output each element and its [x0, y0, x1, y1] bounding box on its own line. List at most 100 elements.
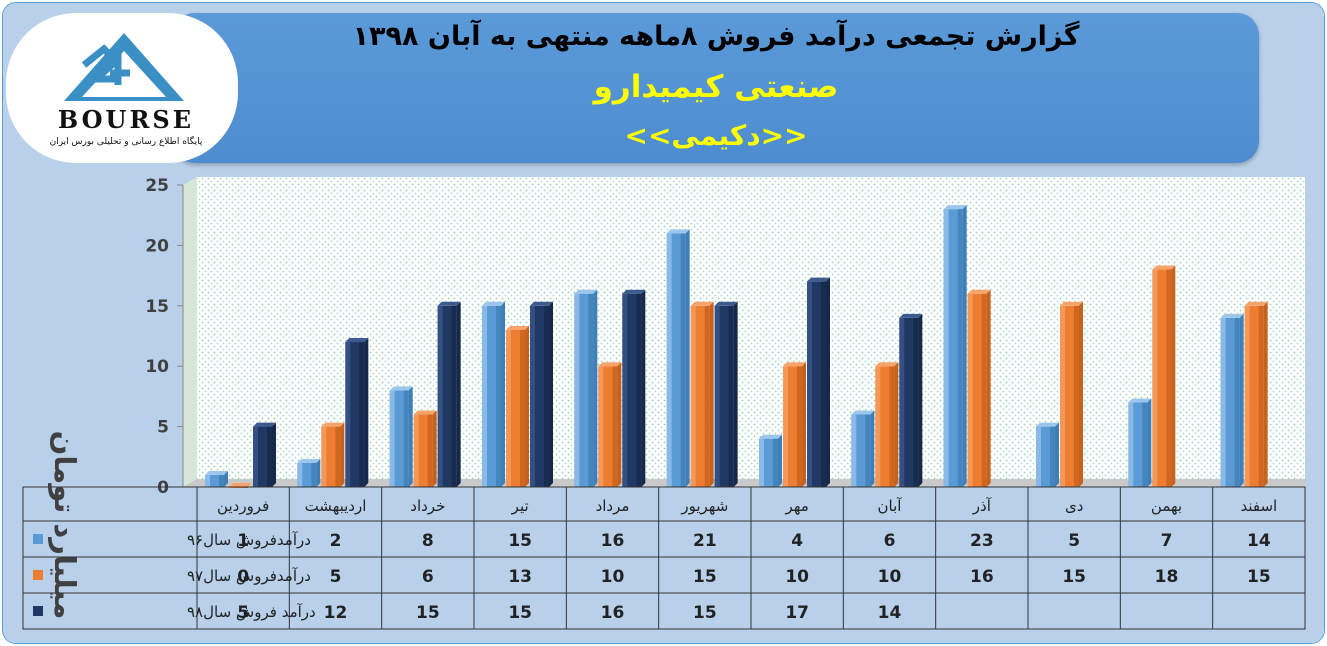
- bar-shade: [728, 305, 734, 487]
- bar-highlight: [690, 305, 696, 487]
- x-tick-label: فروردین: [217, 497, 269, 515]
- bar-highlight: [759, 438, 764, 487]
- bar-highlight: [297, 462, 303, 487]
- y-axis: 0 5 10 15 20 25: [145, 176, 1305, 498]
- data-label: 10: [785, 567, 809, 587]
- legend-swatch: [33, 570, 43, 580]
- data-label: 4: [791, 531, 803, 551]
- data-label: 23: [970, 531, 994, 551]
- bar-1-9: [943, 205, 967, 487]
- x-tick-label: مرداد: [596, 497, 630, 515]
- data-label: 17: [785, 603, 809, 623]
- data-label: 8: [422, 531, 434, 551]
- bar-side: [986, 289, 991, 487]
- bar-shade: [1258, 305, 1264, 487]
- bar-1-11: [1128, 398, 1152, 487]
- bar-side: [408, 386, 413, 487]
- bar-highlight: [851, 414, 857, 487]
- data-label: 0: [237, 567, 249, 587]
- bar-shade: [311, 462, 317, 487]
- bar-side: [962, 205, 967, 487]
- bar-shade: [865, 414, 871, 487]
- ticker-symbol: <<دکیمی>>: [624, 119, 808, 152]
- bars: [205, 205, 1268, 488]
- bar-2-6: [690, 301, 714, 487]
- bar-side: [778, 434, 782, 487]
- bar-highlight: [666, 233, 672, 487]
- bar-1-3: [389, 386, 413, 487]
- bar-side: [617, 362, 622, 487]
- bar-1-5: [574, 289, 598, 487]
- bar-shade: [359, 342, 365, 487]
- bar-shade: [612, 366, 618, 487]
- data-label: 6: [884, 531, 896, 551]
- data-label: 16: [601, 531, 625, 551]
- bar-top: [598, 362, 622, 367]
- bar-side: [432, 410, 437, 487]
- bar-side: [549, 301, 553, 487]
- bar-3-6: [714, 301, 738, 487]
- x-tick-label: شهریور: [680, 497, 728, 515]
- bar-side: [733, 301, 738, 487]
- data-label: 6: [422, 567, 434, 587]
- bar-highlight: [530, 305, 535, 487]
- bar-highlight: [1220, 317, 1226, 487]
- bar-side: [894, 362, 899, 487]
- plot-area: [197, 177, 1305, 479]
- bar-highlight: [205, 474, 210, 487]
- bar-shade: [588, 293, 594, 487]
- bar-shade: [427, 414, 433, 487]
- bar-side: [316, 458, 321, 487]
- bar-highlight: [482, 305, 487, 487]
- bar-side: [1079, 301, 1083, 487]
- bar-shade: [981, 293, 987, 487]
- bar-top: [714, 301, 738, 306]
- bar-1-1: [205, 470, 228, 487]
- bar-shade: [797, 366, 802, 487]
- bar-side: [826, 277, 830, 487]
- bar-highlight: [1036, 426, 1041, 487]
- bar-shade: [1234, 317, 1240, 487]
- bar-side: [1239, 313, 1244, 487]
- bar-highlight: [622, 293, 628, 487]
- bar-highlight: [807, 281, 812, 487]
- bar-2-7: [783, 362, 806, 487]
- bar-1-10: [1036, 422, 1059, 487]
- data-label: 15: [693, 603, 717, 623]
- data-label: 5: [330, 567, 342, 587]
- bar-side: [1147, 398, 1152, 487]
- data-label: 1: [237, 531, 249, 551]
- x-tick-label: دی: [1065, 497, 1083, 515]
- bar-1-2: [297, 458, 321, 487]
- bar-top: [482, 301, 505, 306]
- bar-top: [389, 386, 413, 391]
- bar-shade: [821, 281, 826, 487]
- legend-label: درآمدفروش سال۹۷: [187, 567, 311, 585]
- bar-highlight: [437, 305, 443, 487]
- bar-highlight: [1060, 305, 1065, 487]
- bar-shade: [267, 426, 272, 487]
- y-tick-label: 0: [157, 478, 169, 498]
- logo-word: BOURSE: [57, 105, 195, 134]
- bar-shade: [1166, 269, 1172, 487]
- bar-highlight: [1152, 269, 1158, 487]
- report-title: گزارش تجمعی درآمد فروش ۸ماهه منتهی به آب…: [352, 21, 1080, 52]
- data-label: 5: [1068, 531, 1080, 551]
- bar-side: [1171, 265, 1176, 487]
- legend-swatch: [33, 534, 43, 544]
- bar-highlight: [899, 317, 905, 487]
- bar-top: [321, 422, 345, 427]
- x-tick-label: آبان: [878, 497, 903, 515]
- y-tick-label: 20: [145, 236, 169, 256]
- y-tick-label: 15: [145, 297, 169, 317]
- bar-3-3: [437, 301, 461, 487]
- bar-highlight: [943, 209, 949, 487]
- chart-area: 0 5 10 15 20 25 فروردین اردیبهشت خرداد تیر مرداد ش…: [3, 171, 1324, 643]
- bar-top: [807, 277, 830, 282]
- data-label: 16: [970, 567, 994, 587]
- logo-mark-icon: [64, 33, 184, 101]
- bar-3-1: [253, 422, 276, 487]
- bar-side: [641, 289, 646, 487]
- bar-top: [574, 289, 598, 294]
